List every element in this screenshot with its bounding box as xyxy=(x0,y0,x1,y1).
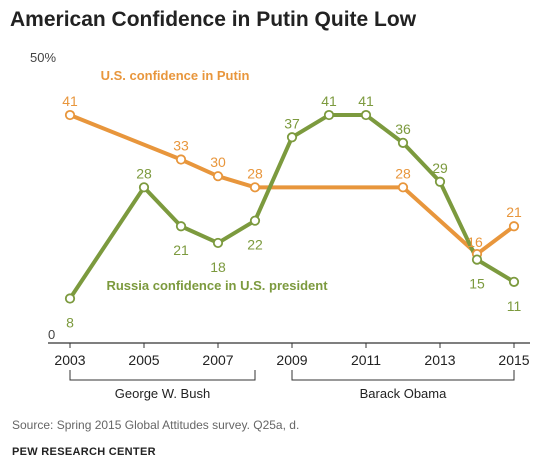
russia-data-point xyxy=(175,221,187,232)
russia-data-point xyxy=(434,176,446,187)
russia-data-label: 37 xyxy=(284,115,300,131)
us-data-label: 33 xyxy=(173,138,189,154)
us-data-point xyxy=(397,182,409,193)
us-data-point xyxy=(249,182,261,193)
x-tick-label: 2015 xyxy=(498,352,529,368)
us-data-point xyxy=(175,154,187,165)
presidency-label: Barack Obama xyxy=(360,386,447,401)
russia-data-label: 15 xyxy=(469,276,485,292)
russia-series-label: Russia confidence in U.S. president xyxy=(106,278,328,293)
russia-data-point xyxy=(64,293,76,304)
us-data-label: 41 xyxy=(62,93,78,109)
y-tick-label: 50% xyxy=(30,50,56,65)
russia-data-label: 22 xyxy=(247,237,263,253)
us-series-label: U.S. confidence in Putin xyxy=(101,68,250,83)
russia-data-label: 8 xyxy=(66,315,74,331)
line-chart: 50% 0 2003 2005 2007 2009 2011 2013 2015 George W… xyxy=(30,50,530,401)
russia-data-point xyxy=(286,132,298,143)
us-data-label: 21 xyxy=(506,204,522,220)
russia-data-label: 28 xyxy=(136,165,152,181)
russia-confidence-line xyxy=(68,113,516,301)
us-data-label: 30 xyxy=(210,154,226,170)
chart-title: American Confidence in Putin Quite Low xyxy=(10,8,417,31)
x-tick-label: 2005 xyxy=(128,352,159,368)
russia-data-point xyxy=(249,215,261,226)
russia-data-label: 21 xyxy=(173,242,189,258)
russia-data-label: 18 xyxy=(210,259,226,275)
russia-data-point xyxy=(138,182,150,193)
us-data-label: 28 xyxy=(247,165,263,181)
x-tick-label: 2011 xyxy=(351,352,381,368)
us-data-point xyxy=(64,109,76,121)
russia-data-label: 41 xyxy=(358,93,374,109)
russia-data-point xyxy=(212,237,224,249)
us-data-point xyxy=(212,171,224,182)
x-tick-label: 2009 xyxy=(276,352,307,368)
russia-data-label: 29 xyxy=(432,160,448,176)
russia-data-point xyxy=(471,254,483,265)
presidency-label: George W. Bush xyxy=(115,386,210,401)
us-data-label: 28 xyxy=(395,165,411,181)
russia-data-label: 41 xyxy=(321,93,337,109)
x-tick-label: 2007 xyxy=(202,352,233,368)
russia-data-label: 36 xyxy=(395,121,411,137)
presidency-bracket xyxy=(69,370,256,381)
x-tick-label: 2013 xyxy=(424,352,455,368)
us-data-label: 16 xyxy=(467,234,483,250)
y-tick-label: 0 xyxy=(48,327,55,342)
russia-data-point xyxy=(508,276,520,287)
x-tick-label: 2003 xyxy=(54,352,85,368)
credit-label: PEW RESEARCH CENTER xyxy=(12,446,156,458)
russia-data-label: 11 xyxy=(507,298,522,314)
russia-data-point xyxy=(323,109,335,121)
source-note: Source: Spring 2015 Global Attitudes sur… xyxy=(12,418,300,432)
us-data-point xyxy=(508,221,520,232)
russia-data-point xyxy=(360,109,372,121)
russia-data-point xyxy=(397,137,409,148)
presidency-bracket xyxy=(291,370,515,381)
